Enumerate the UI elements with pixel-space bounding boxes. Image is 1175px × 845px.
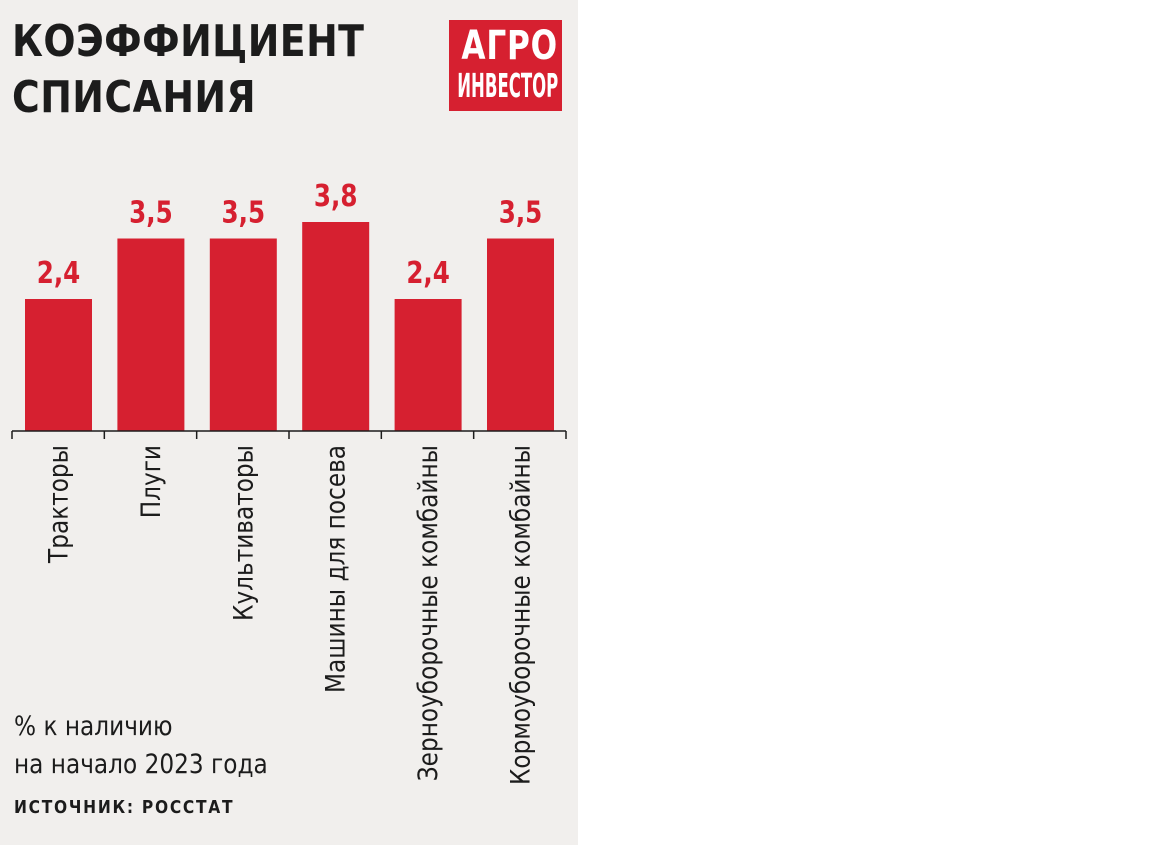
category-labels-group: Тракторы Плуги Культиваторы Машины для посе… [43,445,536,785]
bar-chart: 2,4 3,5 3,5 3,8 2,4 3,5 Тракторы Плуги Культива… [11,180,567,785]
bars-group [25,222,554,431]
x-axis [11,430,567,439]
value-label-4: 3,8 [314,180,358,214]
value-label-1: 2,4 [37,257,81,291]
logo-line-2: ИНВЕСТОР [457,66,559,105]
bar-1 [25,299,92,431]
chart-title-line-1: КОЭФФИЦИЕНТ [12,16,365,67]
value-label-2: 3,5 [129,196,173,230]
bar-4 [302,222,370,431]
category-label-4: Машины для посева [320,445,351,693]
value-label-3: 3,5 [222,196,266,230]
bar-2 [117,238,185,431]
chart-title-line-2: СПИСАНИЯ [12,72,257,123]
value-label-5: 2,4 [406,257,450,291]
value-label-6: 3,5 [499,196,543,230]
category-label-3: Культиваторы [228,445,259,621]
chart-panel [0,0,578,845]
unit-note: % к наличию на начало 2023 года [14,708,268,784]
category-label-6: Кормоуборочные комбайны [505,445,536,785]
category-label-5: Зерноуборочные комбайны [412,445,443,781]
category-label-1: Тракторы [43,445,74,564]
unit-note-line-2: на начало 2023 года [14,749,268,780]
chart-title: КОЭФФИЦИЕНТ СПИСАНИЯ [12,14,364,126]
category-label-2: Плуги [135,445,166,518]
bar-6 [487,238,554,431]
bar-5 [394,299,462,431]
bar-3 [209,238,277,431]
value-labels-group: 2,4 3,5 3,5 3,8 2,4 3,5 [37,180,543,291]
logo-line-1: АГРО [461,23,558,69]
source-note: ИСТОЧНИК: РОССТАТ [14,797,235,818]
agroinvestor-logo: АГРО ИНВЕСТОР [449,20,562,111]
unit-note-line-1: % к наличию [14,711,173,742]
